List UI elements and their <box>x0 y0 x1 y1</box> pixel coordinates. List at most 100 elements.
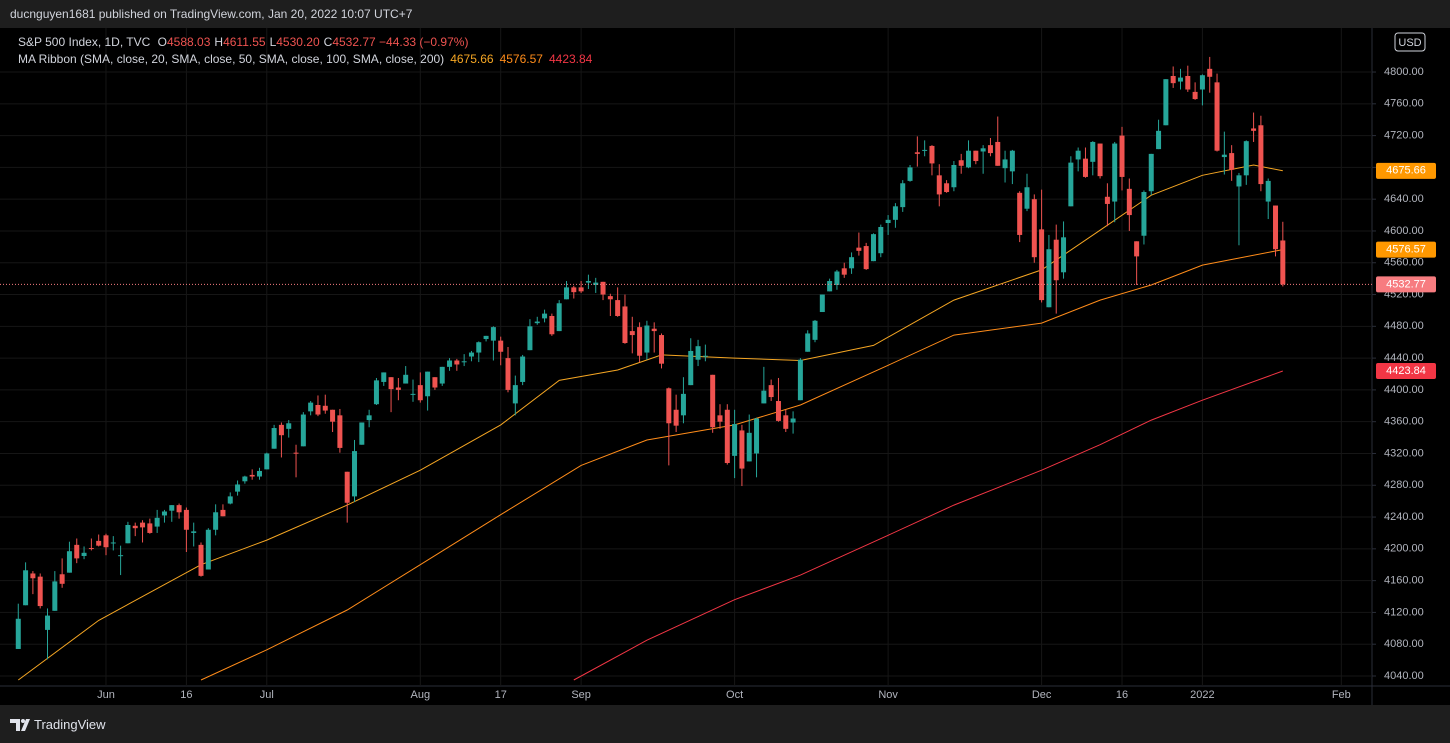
candle-body <box>878 226 884 254</box>
candle-body <box>37 576 43 607</box>
candle-body <box>169 505 175 511</box>
legend: S&P 500 Index, 1D, TVC O4588.03 H4611.55 L… <box>18 34 592 68</box>
candle-body <box>359 422 365 445</box>
candle-body <box>1031 199 1037 258</box>
ohlc-key: H <box>214 35 224 49</box>
candle-body <box>995 141 1001 166</box>
candle-body <box>1192 91 1198 100</box>
chart: 4040.00 4080.00 4120.00 4160.00 4200.00 4240.… <box>0 28 1450 705</box>
candle-body <box>110 542 116 544</box>
currency: USD <box>1398 37 1421 49</box>
header-text: ducnguyen1681 published on TradingView.c… <box>10 7 413 21</box>
y-tick-label: 4560.00 <box>1384 257 1424 269</box>
candle-body <box>264 453 270 470</box>
candle-body <box>176 505 182 513</box>
candle-body <box>161 511 167 516</box>
candle-body <box>790 418 796 423</box>
candle-body <box>1104 196 1110 204</box>
candle-body <box>154 517 160 527</box>
price-badge-label: 4423.84 <box>1386 365 1426 377</box>
candle-body <box>1229 153 1235 170</box>
candle-body <box>834 271 840 286</box>
x-tick-label: Aug <box>411 689 431 701</box>
candle-body <box>1273 205 1279 250</box>
candle-body <box>922 149 928 151</box>
candle-body <box>1002 159 1008 169</box>
y-tick-label: 4480.00 <box>1384 320 1424 332</box>
candle-body <box>1221 154 1227 158</box>
y-tick-label: 4040.00 <box>1384 670 1424 682</box>
candle-body <box>1053 239 1059 281</box>
candle-body <box>724 409 730 464</box>
candle-body <box>410 393 416 395</box>
x-tick-label: 16 <box>1116 689 1128 701</box>
y-tick-label: 4640.00 <box>1384 193 1424 205</box>
ma-value: 4423.84 <box>548 52 593 66</box>
y-tick-label: 4800.00 <box>1384 66 1424 78</box>
candle-body <box>220 509 226 517</box>
candle-body <box>271 428 277 449</box>
ma-value: 4576.57 <box>499 52 543 66</box>
brand-logo <box>10 719 30 731</box>
candle-body <box>1009 150 1015 172</box>
ohlc-key: L <box>269 35 277 49</box>
candle-body <box>52 581 58 611</box>
symbol-legend: S&P 500 Index, 1D, TVC O4588.03 H4611.55 L… <box>18 34 592 51</box>
candle-body <box>980 148 986 152</box>
candle-body <box>96 540 102 546</box>
candle-body <box>235 484 241 492</box>
ma-name: MA Ribbon (SMA, close, 20, SMA, close, 5… <box>18 52 445 66</box>
ohlc-value: 4530.20 <box>276 35 320 49</box>
candle-body <box>293 452 299 454</box>
candle-body <box>797 359 803 401</box>
candle-body <box>1251 128 1257 131</box>
candle-body <box>278 424 284 436</box>
candle-body <box>337 415 343 448</box>
candle-body <box>205 529 211 570</box>
header-bar: ducnguyen1681 published on TradingView.c… <box>0 0 1450 28</box>
candle-body <box>783 415 789 429</box>
candle-body <box>775 401 781 421</box>
candle-body <box>585 281 591 283</box>
ohlc-value: 4532.77 <box>332 35 376 49</box>
candle-body <box>1112 143 1118 202</box>
ohlc-key: C <box>323 35 333 49</box>
ohlc-value: 4611.55 <box>223 35 266 49</box>
candle-body <box>739 430 745 469</box>
price-badge <box>1376 162 1436 179</box>
candle-body <box>15 618 21 649</box>
candle-body <box>1082 158 1088 177</box>
ma-value: 4675.66 <box>450 52 494 66</box>
candle-body <box>520 356 526 382</box>
candle-body <box>23 570 29 606</box>
candle-body <box>1214 82 1220 151</box>
candle-body <box>1177 77 1183 82</box>
candle-body <box>227 496 233 504</box>
footer: TradingView <box>0 705 1450 743</box>
candle-body <box>827 281 833 292</box>
price-badge <box>1376 362 1436 379</box>
candle-body <box>1126 188 1132 216</box>
grid <box>0 28 1372 686</box>
candle-body <box>286 423 292 429</box>
candle-body <box>1119 135 1125 177</box>
y-tick-label: 4600.00 <box>1384 225 1424 237</box>
price-badge-label: 4576.57 <box>1386 243 1426 255</box>
x-tick-label: Jun <box>97 689 115 701</box>
candle-body <box>191 531 197 533</box>
candle-body <box>600 281 606 295</box>
currency-box[interactable] <box>1394 32 1426 52</box>
x-tick-label: 2022 <box>1190 689 1214 701</box>
axes: 4040.00 4080.00 4120.00 4160.00 4200.00 4240.… <box>97 66 1436 701</box>
price-badge-label: 4532.77 <box>1386 278 1426 290</box>
candle-body <box>951 165 957 188</box>
candle-body <box>702 355 708 357</box>
candle-body <box>300 414 306 447</box>
candle-body <box>140 522 146 528</box>
candle-body <box>651 328 657 332</box>
candle-body <box>1236 175 1242 187</box>
candle-body <box>425 371 431 397</box>
candle-body <box>322 405 328 411</box>
candle-body <box>512 385 518 404</box>
candle-body <box>88 548 94 550</box>
